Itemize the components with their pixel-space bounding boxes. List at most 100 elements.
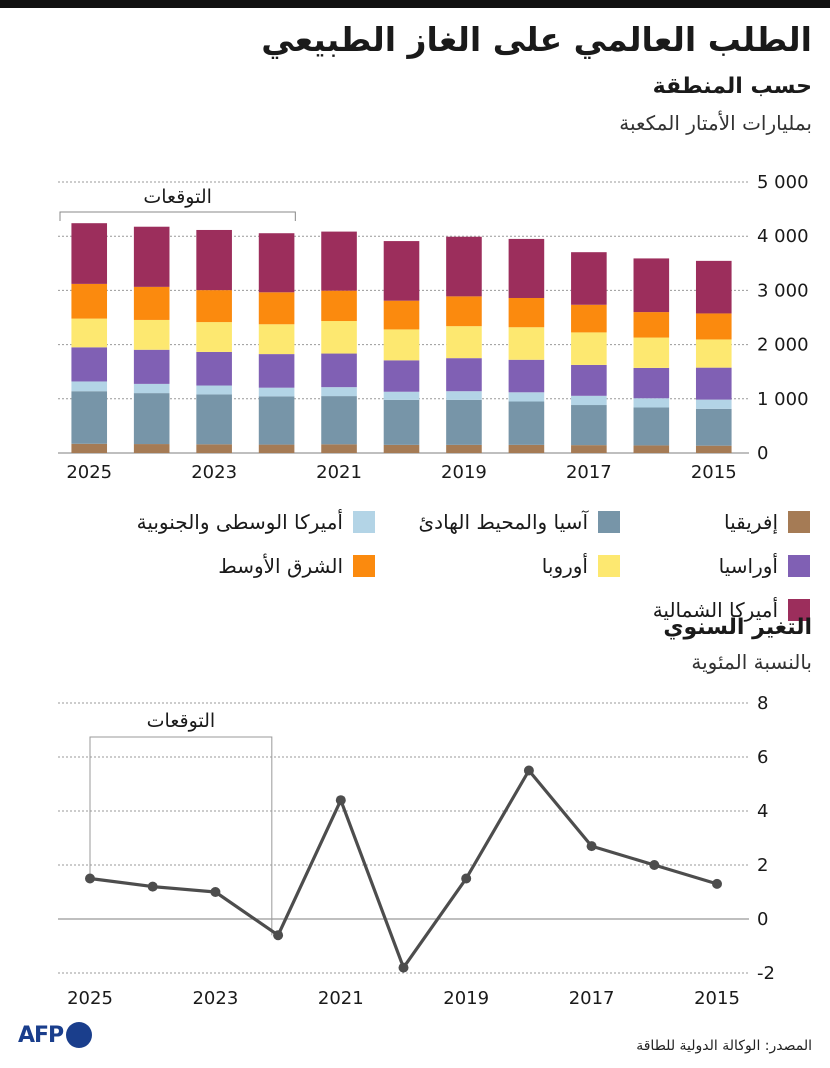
legend-item-africa: إفريقيا (620, 510, 810, 534)
legend-item-europe: أوروبا (375, 554, 620, 578)
bar-segment (508, 238, 545, 298)
legend-item-north-america: أميركا الشمالية (620, 598, 810, 622)
x-tick-label: 2015 (691, 462, 737, 483)
bar-segment (508, 392, 545, 402)
bar-segment (133, 349, 170, 384)
legend-label: إفريقيا (724, 510, 778, 534)
data-point (335, 795, 346, 806)
bar-segment (508, 327, 545, 360)
chart1-unit: بمليارات الأمتار المكعبة (619, 111, 812, 135)
bar-segment (695, 313, 732, 340)
legend-swatch (788, 555, 810, 577)
bar-segment (571, 304, 607, 333)
x-tick-label: 2023 (191, 462, 237, 483)
bar-segment (71, 223, 108, 284)
bar-segment (71, 381, 108, 392)
bar-segment (695, 445, 732, 453)
bar-segment (571, 252, 607, 305)
bar-segment (695, 399, 732, 409)
legend-swatch (598, 555, 620, 577)
bar-segment (695, 260, 732, 314)
x-tick-label: 2017 (566, 462, 612, 483)
bar-segment (258, 396, 295, 445)
legend-item-central-south-america: أميركا الوسطى والجنوبية (125, 510, 375, 534)
legend-label: أميركا الشمالية (652, 598, 778, 622)
bar-segment (321, 396, 357, 445)
data-point (210, 887, 221, 897)
bar-segment (508, 359, 545, 393)
bar-segment (321, 353, 357, 388)
series-line (89, 768, 718, 970)
bar-segment (571, 405, 607, 446)
legend-swatch (598, 511, 620, 533)
legend-label: أوراسيا (718, 554, 778, 578)
line-chart: -2 0 2 4 6 8 التوقعات 2025 2023 2021 2019 2017 2015 (58, 693, 775, 1009)
data-point (649, 860, 660, 870)
bar-segment (321, 444, 357, 453)
forecast-box (89, 736, 273, 936)
data-point (398, 962, 409, 973)
y-tick-label: 2 (757, 855, 768, 876)
data-point (273, 930, 284, 941)
bar-segment (633, 407, 670, 446)
bar-segment (446, 326, 482, 359)
legend-item-asia-pacific: آسيا والمحيط الهادئ (375, 510, 620, 534)
bar-segment (695, 367, 732, 400)
y-tick-label: -2 (757, 963, 775, 984)
bar-segment (258, 292, 295, 325)
bar-segment (446, 358, 482, 392)
legend-swatch (788, 511, 810, 533)
bar-segment (383, 399, 420, 445)
bar-segment (446, 391, 482, 400)
chart2-subtitle: التغير السنوي (663, 615, 812, 640)
bar-segment (633, 445, 670, 453)
legend-label: الشرق الأوسط (218, 554, 343, 578)
bar-segment (196, 444, 232, 453)
legend-item-eurasia: أوراسيا (620, 554, 810, 578)
bar-segment (196, 290, 232, 323)
bar-segment (258, 444, 295, 453)
bar-segment (383, 444, 420, 453)
x-tick-label: 2025 (66, 462, 112, 483)
bar-segment (133, 383, 170, 394)
y-tick-label: 3 000 (757, 280, 809, 301)
afp-logo: AFP (18, 1022, 93, 1048)
bar-segment (383, 329, 420, 361)
legend: إفريقيا آسيا والمحيط الهادئ أميركا الوسط… (110, 510, 810, 622)
bar-segment (133, 319, 170, 350)
bar-segment (508, 297, 545, 328)
bar-segment (633, 258, 670, 313)
bar-segment (446, 296, 482, 327)
bar-segment (196, 385, 232, 395)
bar-segment (71, 443, 108, 453)
bar-segment (133, 444, 170, 453)
x-tick-label: 2021 (318, 988, 364, 1009)
bar-segment (196, 229, 232, 291)
y-tick-label: 4 (757, 801, 768, 822)
bar-segment (258, 354, 295, 388)
bar-segment (321, 290, 357, 322)
y-tick-label: 5 000 (757, 172, 809, 193)
bar-segment (508, 401, 545, 445)
bar-segment (258, 233, 295, 293)
bar-segment (196, 322, 232, 352)
y-tick-label: 0 (757, 909, 768, 930)
chart2-unit: بالنسبة المئوية (691, 650, 812, 674)
bar-segment (383, 241, 420, 301)
bar-segment (695, 408, 732, 446)
bar-segment (321, 387, 357, 397)
bar-segment (571, 445, 607, 453)
stacked-bar-chart: 0 1 000 2 000 3 000 4 000 5 000 2025 2023 2021 20… (58, 172, 809, 483)
legend-item-middle-east: الشرق الأوسط (125, 554, 375, 578)
legend-label: أميركا الوسطى والجنوبية (136, 510, 343, 534)
bar-segment (446, 444, 482, 453)
bar-segment (133, 226, 170, 287)
y-tick-label: 2 000 (757, 335, 809, 356)
bar-segment (258, 387, 295, 397)
x-tick-label: 2025 (67, 988, 113, 1009)
bar-segment (508, 444, 545, 453)
bar-segment (71, 391, 108, 444)
bar-segment (383, 391, 420, 400)
afp-logo-dot (66, 1022, 93, 1048)
data-point (586, 841, 597, 852)
